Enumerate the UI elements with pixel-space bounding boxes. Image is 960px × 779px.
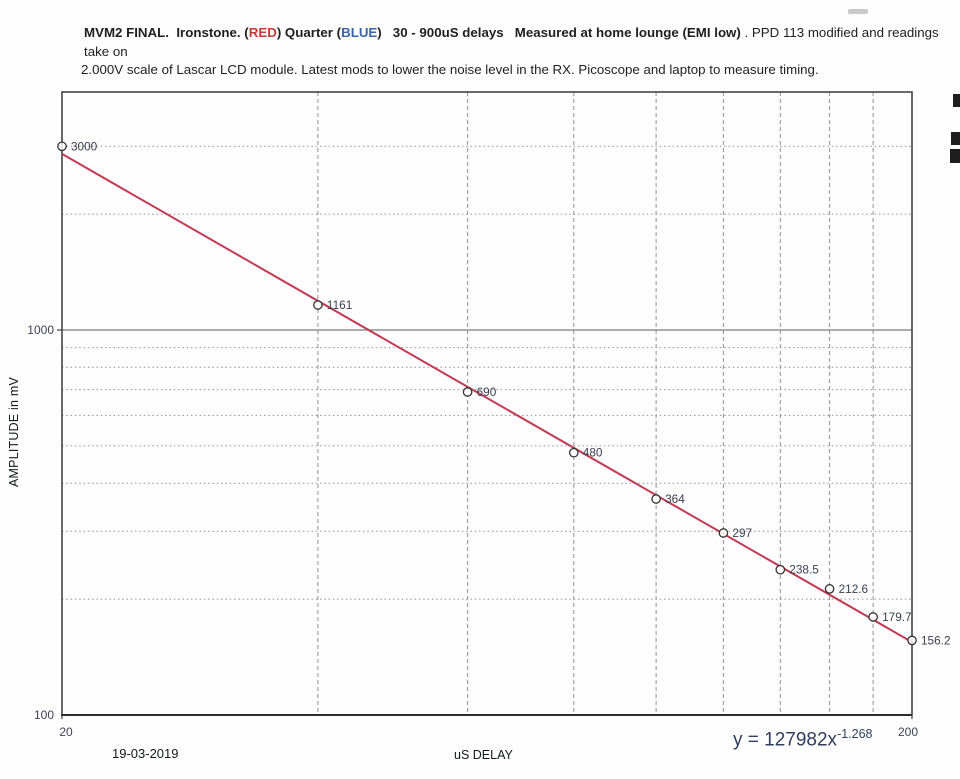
- y-axis-title: AMPLITUDE in mV: [7, 377, 21, 487]
- chart-title-line1: MVM2 FINAL. Ironstone. (RED) Quarter (BL…: [84, 24, 956, 61]
- scan-artifact: [951, 132, 960, 145]
- title-segment: ) Quarter (: [276, 25, 342, 40]
- data-point: [313, 300, 323, 310]
- data-point-label: 238.5: [789, 563, 819, 577]
- data-point: [651, 494, 661, 504]
- y-tick-label: 100: [34, 708, 54, 722]
- title-segment: BLUE: [341, 25, 378, 40]
- data-point-label: 179.7: [882, 610, 912, 624]
- data-point-label: 156.2: [921, 633, 951, 647]
- scan-artifact: [953, 94, 960, 107]
- x-tick-label: 20: [59, 725, 73, 739]
- data-point: [718, 528, 729, 538]
- scan-artifact: [950, 149, 960, 163]
- data-point: [462, 387, 473, 397]
- data-point-label: 297: [732, 526, 752, 540]
- trendline-equation: y = 127982x-1.268: [733, 727, 873, 751]
- title-segment: . PPD 113 modified and readings take on: [84, 25, 939, 59]
- x-tick-label: 200: [898, 725, 918, 739]
- data-point-label: 364: [665, 492, 685, 506]
- title-segment: ) 30 - 900uS delays Measured at home lou…: [377, 25, 741, 40]
- equation-base: y = 127982x: [733, 729, 838, 751]
- scan-artifact: [848, 9, 868, 14]
- title-segment: RED: [248, 25, 277, 40]
- trendline: [61, 153, 913, 643]
- equation-exponent: -1.268: [837, 727, 873, 741]
- data-point: [868, 612, 878, 622]
- data-point: [824, 584, 835, 594]
- data-point-label: 480: [583, 446, 603, 460]
- y-tick-label: 1000: [27, 323, 54, 337]
- title-segment: MVM2 FINAL. Ironstone. (: [84, 25, 249, 40]
- data-point: [568, 447, 579, 458]
- data-point: [907, 635, 917, 646]
- chart-header: MVM2 FINAL. Ironstone. (RED) Quarter (BL…: [81, 24, 956, 80]
- chart-title-line2: 2.000V scale of Lascar LCD module. Lates…: [81, 62, 819, 77]
- x-axis-title: uS DELAY: [454, 748, 513, 762]
- data-point-label: 690: [477, 385, 497, 399]
- data-point: [775, 564, 786, 575]
- data-point: [57, 141, 67, 152]
- data-point-label: 1161: [327, 298, 352, 312]
- data-point-label: 3000: [71, 139, 98, 153]
- plot-border: [61, 91, 913, 716]
- data-point-label: 212.6: [839, 582, 869, 596]
- chart-date: 19-03-2019: [112, 746, 179, 761]
